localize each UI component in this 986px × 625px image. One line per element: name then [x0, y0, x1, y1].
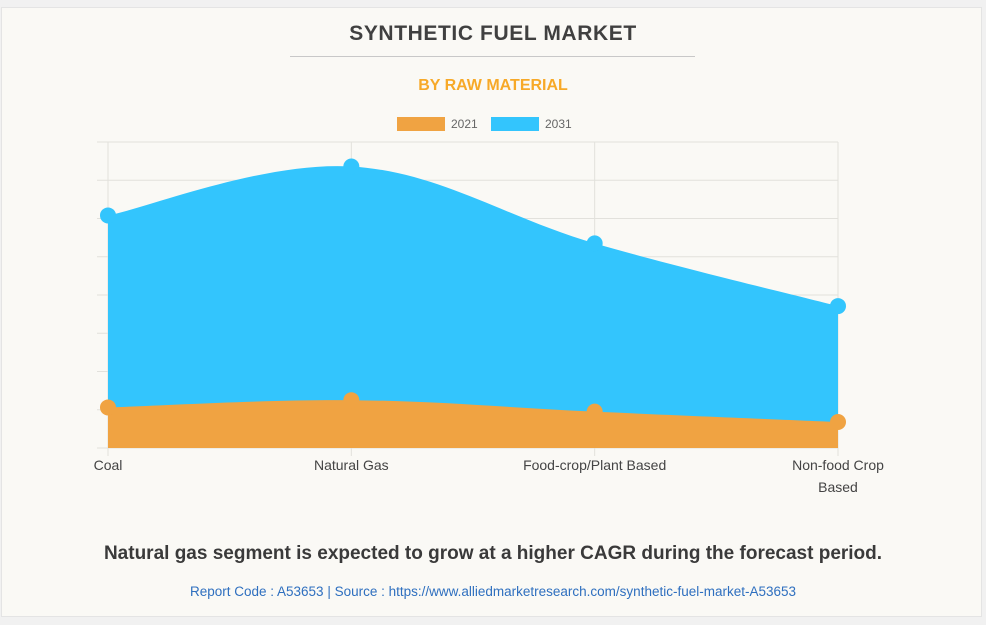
chart-subtitle: BY RAW MATERIAL: [418, 77, 568, 94]
legend-label-2031: 2031: [545, 117, 572, 131]
data-point-2031-0[interactable]: [100, 207, 116, 224]
series-areas: [108, 166, 838, 448]
chart-title: SYNTHETIC FUEL MARKET: [349, 22, 637, 45]
x-axis-labels: Coal Natural Gas Food-crop/Plant Based Non-…: [94, 457, 885, 495]
data-point-2031-1[interactable]: [343, 158, 360, 175]
area-2031: [108, 166, 838, 448]
title-divider: [290, 56, 695, 57]
data-point-2021-3[interactable]: [830, 413, 846, 430]
legend-label-2021: 2021: [451, 117, 478, 131]
data-point-2031-2[interactable]: [586, 235, 603, 252]
legend: 2021 2031: [0, 116, 986, 132]
legend-swatch-2021: [397, 117, 445, 131]
legend-item-2021[interactable]: 2021: [397, 116, 478, 132]
data-point-2021-1[interactable]: [343, 392, 360, 409]
x-tick-label: Non-food Crop Based: [792, 457, 884, 495]
area-2021: [108, 400, 838, 448]
legend-item-2031[interactable]: 2031: [491, 116, 572, 132]
data-point-2021-0[interactable]: [100, 399, 116, 416]
footer-source-link[interactable]: Report Code : A53653 | Source : https://…: [189, 584, 797, 599]
legend-swatch-2031: [491, 117, 539, 131]
x-tick-label: Food-crop/Plant Based: [523, 457, 666, 473]
data-point-2031-3[interactable]: [830, 298, 846, 315]
data-point-2021-2[interactable]: [586, 403, 603, 420]
footer-headline: Natural gas segment is expected to grow …: [103, 543, 883, 564]
x-tick-label: Coal: [94, 457, 123, 473]
x-tick-label: Natural Gas: [314, 457, 389, 473]
series-points: [100, 158, 846, 430]
